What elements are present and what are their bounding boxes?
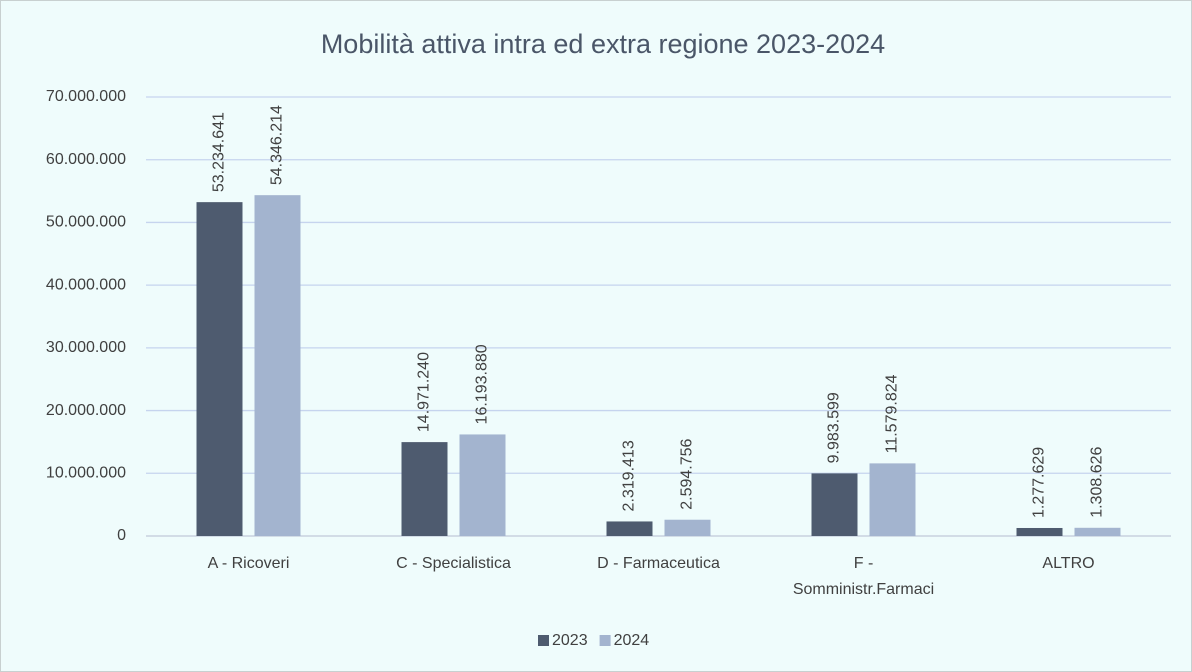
y-tick-label: 50.000.000 xyxy=(46,214,126,231)
data-label: 9.983.599 xyxy=(826,392,843,463)
y-tick-label: 40.000.000 xyxy=(46,276,126,293)
bar xyxy=(869,463,916,536)
data-label: 1.277.629 xyxy=(1031,447,1048,518)
data-label: 11.579.824 xyxy=(884,374,901,453)
bar xyxy=(1016,527,1063,536)
legend-swatch xyxy=(538,635,549,646)
bar xyxy=(664,519,711,536)
x-tick-label: A - Ricoveri xyxy=(207,555,290,572)
legend-label: 2024 xyxy=(614,632,650,649)
y-tick-label: 70.000.000 xyxy=(46,88,126,105)
chart-title: Mobilità attiva intra ed extra regione 2… xyxy=(321,29,885,59)
bar xyxy=(254,195,301,536)
y-tick-label: 60.000.000 xyxy=(46,151,126,168)
y-tick-label: 30.000.000 xyxy=(46,339,126,356)
data-label: 1.308.626 xyxy=(1089,447,1106,518)
legend-label: 2023 xyxy=(552,632,588,649)
data-label: 2.319.413 xyxy=(621,440,638,511)
bar xyxy=(459,434,506,536)
y-tick-label: 10.000.000 xyxy=(46,465,126,482)
bar xyxy=(196,202,243,536)
bar xyxy=(811,473,858,536)
data-label: 54.346.214 xyxy=(269,105,286,185)
data-label: 16.193.880 xyxy=(474,344,491,424)
bar xyxy=(1074,527,1121,536)
x-tick-label: C - Specialistica xyxy=(396,555,511,572)
legend-swatch xyxy=(599,635,611,646)
y-tick-label: 0 xyxy=(117,527,126,544)
x-tick-label: D - Farmaceutica xyxy=(597,555,720,572)
data-label: 2.594.756 xyxy=(679,438,696,509)
data-label: 14.971.240 xyxy=(416,352,433,432)
bar xyxy=(606,521,653,536)
x-tick-label: ALTRO xyxy=(1042,555,1095,572)
data-label: 53.234.641 xyxy=(211,112,228,192)
y-tick-label: 20.000.000 xyxy=(46,402,126,419)
bar xyxy=(401,442,448,536)
x-tick-label: F - Somministr.Farmaci xyxy=(792,555,935,598)
